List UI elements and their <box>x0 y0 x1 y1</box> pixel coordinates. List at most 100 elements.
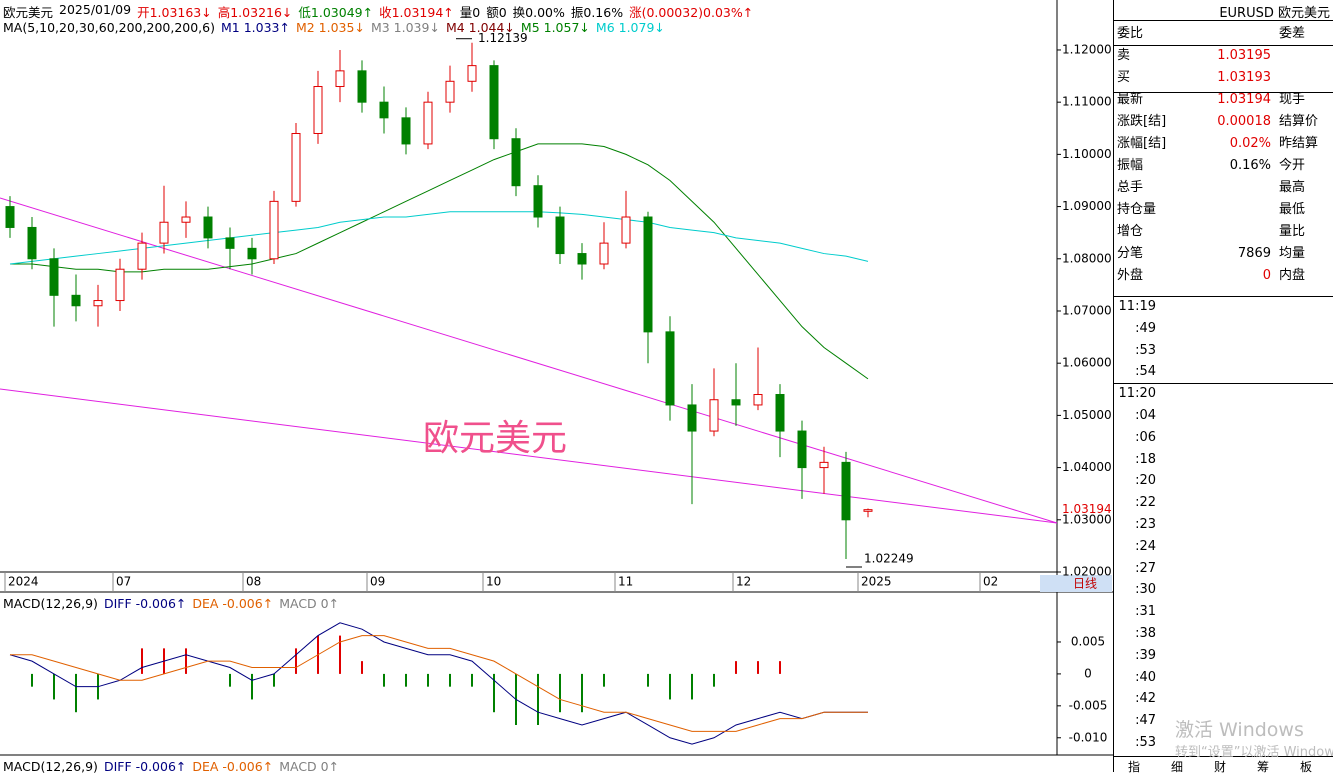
legend-item: DIFF -0.006↑ <box>103 596 187 611</box>
macd-legend: MACD(12,26,9) DIFF -0.006↑ DEA -0.006↑ MACD… <box>3 596 339 611</box>
legend-item: M1 1.033↑ <box>220 20 290 35</box>
tab[interactable]: 指 <box>1127 760 1140 774</box>
candle-body <box>71 294 81 307</box>
quote-value: 1.03193 <box>1217 70 1271 85</box>
y-tick-label: 1.12000 <box>1062 42 1112 56</box>
y-tick-label: -0.005 <box>1069 698 1108 712</box>
quote-value: 0.00018 <box>1217 114 1271 129</box>
y-tick-label: 1.02000 <box>1062 565 1112 579</box>
trend-line <box>0 197 1058 524</box>
quote-panel: EURUSD 欧元美元 委比 委差卖 1.03195 买 1.03193 最新 1.0319… <box>1113 0 1333 774</box>
quote-right: 昨结算 <box>1279 136 1319 151</box>
time-entry: :54 <box>1135 364 1156 380</box>
x-tick-label: 02 <box>983 575 998 589</box>
time-entry: :31 <box>1135 604 1156 620</box>
candle-body <box>665 331 675 406</box>
candle-body <box>709 399 719 432</box>
candle-body <box>269 200 279 260</box>
y-tick-label: 1.03000 <box>1062 512 1112 526</box>
period-tab[interactable] <box>1040 575 1112 592</box>
candle-body <box>731 399 741 406</box>
tab[interactable]: 筹 <box>1256 760 1269 774</box>
time-entry: :42 <box>1135 691 1156 707</box>
macd-line <box>10 635 868 732</box>
legend-item: DIFF -0.006↑ <box>103 759 187 774</box>
x-tick-label: 11 <box>618 575 633 589</box>
low-label: 1.02249 <box>864 552 914 566</box>
legend-item: M6 1.079↓ <box>595 20 665 35</box>
time-entry: :30 <box>1135 582 1156 598</box>
candle-body <box>555 216 565 255</box>
legend-item: M3 1.039↓ <box>370 20 440 35</box>
header-item: 开1.03163↓ <box>137 5 212 20</box>
quote-label: 涨幅[结] <box>1117 136 1167 151</box>
quote-row: 买 1.03193 <box>1117 67 1329 89</box>
time-entry: 11:20 <box>1118 386 1156 402</box>
legend-item: DEA -0.006↑ <box>192 759 274 774</box>
quote-row: 卖 1.03195 <box>1117 45 1329 67</box>
quote-row: 委比 委差 <box>1117 23 1329 45</box>
header-item: 涨(0.00032)0.03%↑ <box>629 5 754 20</box>
quote-label: 总手 <box>1117 180 1144 195</box>
tab[interactable]: 板 <box>1299 760 1312 774</box>
quote-label: 买 <box>1117 70 1131 85</box>
legend-item: DEA -0.006↑ <box>192 596 274 611</box>
quote-value: 7869 <box>1237 246 1271 261</box>
quote-label: 卖 <box>1117 48 1131 63</box>
candle-body <box>401 117 411 145</box>
time-entry: :47 <box>1135 713 1156 729</box>
candle-body <box>687 404 697 432</box>
legend-item: MACD 0↑ <box>279 759 340 774</box>
quote-row: 外盘 0 内盘 <box>1117 265 1329 287</box>
quote-row: 增仓 量比 <box>1117 221 1329 243</box>
header: 欧元美元 2025/01/09 开1.03163↓ 高1.03216↓ 低1.03049… <box>3 2 753 21</box>
panel-title: EURUSD 欧元美元 <box>1219 6 1330 21</box>
candle-body <box>797 430 807 469</box>
time-entry: :38 <box>1135 626 1156 641</box>
quote-value: 1.03194 <box>1217 92 1271 107</box>
time-entry: :39 <box>1135 647 1156 663</box>
time-entry: :23 <box>1135 517 1156 532</box>
x-tick-label: 2024 <box>8 575 39 589</box>
macd-legend-bottom: MACD(12,26,9) DIFF -0.006↑ DEA -0.006↑ MACD… <box>3 759 339 774</box>
last-price-label: 1.03194 <box>1062 502 1112 516</box>
legend-item: MACD 0↑ <box>279 596 340 611</box>
candle-body <box>159 221 169 244</box>
chart: 日线 欧元美元 1.02000 1.03000 1.04000 1.05000 1.06… <box>0 0 1113 756</box>
candle-body <box>775 394 785 432</box>
legend-item: M5 1.057↓ <box>520 20 590 35</box>
quote-row: 持仓量 最低 <box>1117 199 1329 221</box>
candle-body <box>49 258 59 296</box>
y-tick-label: 1.08000 <box>1062 251 1112 265</box>
quote-label: 增仓 <box>1117 224 1144 239</box>
trend-line <box>0 388 1058 524</box>
quote-label: 振幅 <box>1117 158 1144 173</box>
ma-legend: MA(5,10,20,30,60,200,200,200,6) M1 1.033↑… <box>3 20 665 35</box>
period-label[interactable]: 日线 <box>1073 577 1097 591</box>
candle-body <box>225 237 235 249</box>
candle-body <box>115 268 125 302</box>
quote-right: 均量 <box>1279 246 1306 261</box>
separator <box>1114 20 1333 21</box>
x-tick-label: 08 <box>246 575 261 589</box>
candle-body <box>643 216 653 333</box>
header-item: 收1.03194↑ <box>379 5 454 20</box>
legend-item: MA(5,10,20,30,60,200,200,200,6) <box>3 20 215 35</box>
time-entry: :27 <box>1135 560 1156 576</box>
tab[interactable]: 细 <box>1170 760 1183 774</box>
candle-body <box>313 86 323 134</box>
quote-row: 振幅 0.16% 今开 <box>1117 155 1329 177</box>
y-tick-label: -0.010 <box>1069 730 1108 744</box>
candle-body <box>621 216 631 244</box>
candle-body <box>5 206 15 228</box>
separator <box>1114 296 1333 297</box>
candle-body <box>445 80 455 103</box>
quote-right: 现手 <box>1279 92 1306 107</box>
candle-body <box>819 461 829 469</box>
tab[interactable]: 财 <box>1213 760 1226 774</box>
x-tick-label: 12 <box>736 575 751 589</box>
header-item: 高1.03216↓ <box>217 5 293 20</box>
y-tick-label: 1.11000 <box>1062 95 1112 109</box>
quote-label: 外盘 <box>1117 268 1144 283</box>
time-entry: :24 <box>1135 538 1156 554</box>
